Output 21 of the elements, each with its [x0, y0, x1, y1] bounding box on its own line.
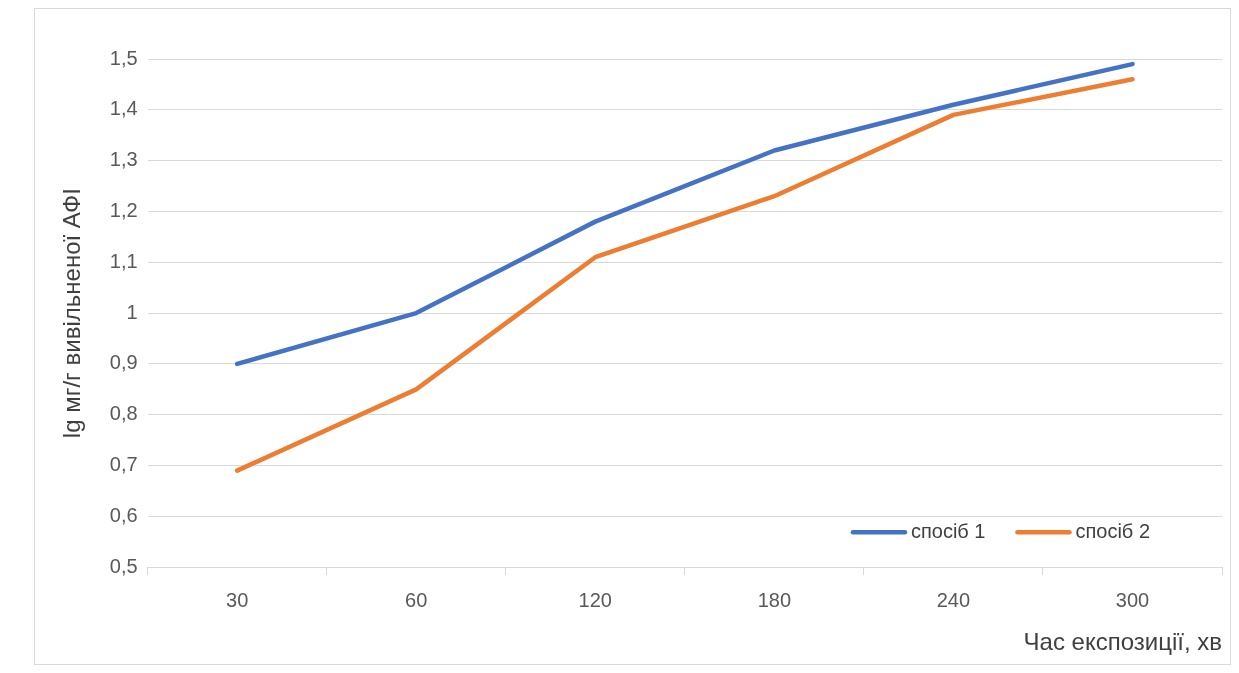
- y-tick-label: 0,5: [109, 554, 138, 577]
- y-tick-label: 1,1: [109, 249, 138, 272]
- y-tick-label: 1,2: [109, 198, 138, 221]
- y-tick-label: 1,5: [109, 46, 138, 69]
- y-tick-label: 1: [126, 300, 138, 323]
- y-tick-label: 0,9: [109, 351, 138, 374]
- x-tick-label: 30: [226, 588, 249, 611]
- y-tick-label: 1,3: [109, 148, 138, 171]
- y-tick-label: 0,6: [109, 503, 138, 526]
- x-tick-label: 180: [757, 588, 792, 611]
- x-tick-label: 120: [578, 588, 612, 611]
- x-tick-label: 300: [1115, 588, 1150, 611]
- x-tick-label: 240: [936, 588, 971, 611]
- y-axis-title: lg мг/г вивільненої АФІ: [58, 188, 86, 439]
- y-tick-label: 0,8: [109, 402, 138, 425]
- legend-label: спосіб 1: [910, 519, 986, 542]
- x-tick-label: 60: [405, 588, 428, 611]
- y-tick-label: 1,4: [109, 97, 138, 120]
- legend-label: спосіб 2: [1075, 519, 1150, 542]
- x-axis-title: Час експозиції, хв: [1023, 628, 1222, 656]
- y-tick-label: 0,7: [109, 453, 138, 476]
